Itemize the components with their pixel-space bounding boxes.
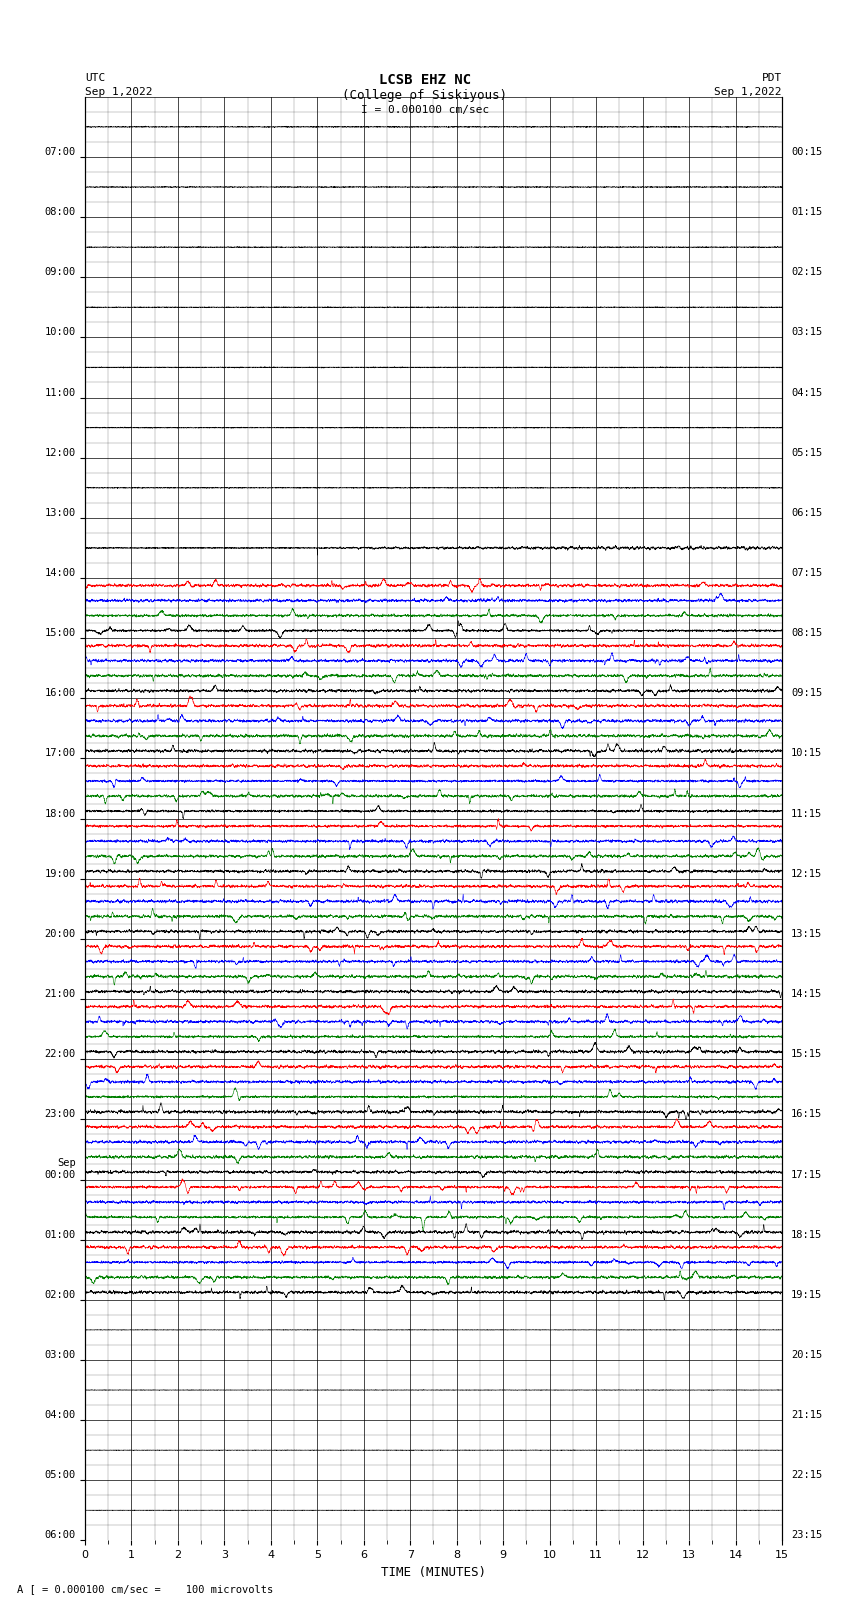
Text: LCSB EHZ NC: LCSB EHZ NC [379,73,471,87]
Text: A [ = 0.000100 cm/sec =    100 microvolts: A [ = 0.000100 cm/sec = 100 microvolts [17,1584,273,1594]
Text: Sep 1,2022: Sep 1,2022 [85,87,152,97]
Text: I = 0.000100 cm/sec: I = 0.000100 cm/sec [361,105,489,115]
Text: (College of Siskiyous): (College of Siskiyous) [343,89,507,102]
X-axis label: TIME (MINUTES): TIME (MINUTES) [381,1566,486,1579]
Text: Sep 1,2022: Sep 1,2022 [715,87,782,97]
Text: UTC: UTC [85,73,105,82]
Text: PDT: PDT [762,73,782,82]
